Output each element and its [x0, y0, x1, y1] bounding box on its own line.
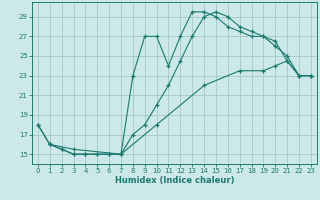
X-axis label: Humidex (Indice chaleur): Humidex (Indice chaleur) — [115, 176, 234, 185]
